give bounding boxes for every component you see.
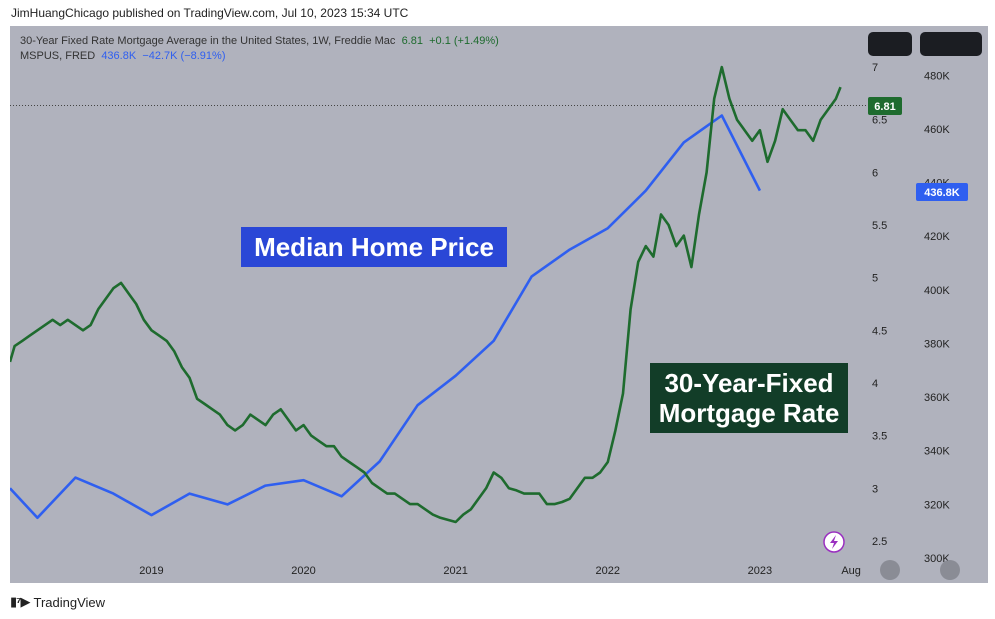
rate-axis-tick: 3.5 <box>872 431 887 443</box>
lightning-icon[interactable] <box>823 531 845 553</box>
legend-price-title: MSPUS, FRED <box>20 50 96 62</box>
scroll-buttons[interactable] <box>880 560 960 580</box>
legend-price-change: −42.7K (−8.91%) <box>142 50 226 62</box>
tradingview-logo-icon: ▮⁷▶ <box>10 594 30 609</box>
rate-axis-tick: 4.5 <box>872 325 887 337</box>
mortgage-rate-annotation: 30-Year-Fixed Mortgage Rate <box>650 363 848 433</box>
median-home-price-line <box>10 114 762 520</box>
mortgage-rate-label-line1: 30-Year-Fixed <box>664 368 833 398</box>
mortgage-rate-label-line2: Mortgage Rate <box>659 398 840 428</box>
footer-brand-label: TradingView <box>33 594 106 610</box>
chart-canvas[interactable]: 76.565.554.543.532.5 480K460K440K420K400… <box>10 26 988 583</box>
time-axis-tick: 2020 <box>291 565 315 577</box>
price-last-value-tag: 436.8K <box>916 183 968 201</box>
scroll-right-button[interactable] <box>940 560 960 580</box>
chart-area[interactable]: 76.565.554.543.532.5 480K460K440K420K400… <box>10 26 988 583</box>
time-axis-tick: 2021 <box>443 565 467 577</box>
mortgage-rate-line <box>10 65 842 524</box>
legend-rate-row: 30-Year Fixed Rate Mortgage Average in t… <box>20 34 499 49</box>
footer-brand[interactable]: ▮⁷▶ TradingView <box>10 594 105 610</box>
scroll-left-button[interactable] <box>880 560 900 580</box>
price-axis-tick: 420K <box>924 231 950 243</box>
rate-axis-tick: 3 <box>872 483 878 495</box>
legend-rate-change: +0.1 (+1.49%) <box>429 35 499 47</box>
rate-axis-tick: 4 <box>872 378 878 390</box>
legend-rate-value: 6.81 <box>401 35 423 47</box>
legend-rate-title: 30-Year Fixed Rate Mortgage Average in t… <box>20 35 396 47</box>
rate-axis-tick: 5.5 <box>872 220 887 232</box>
chart-toolbar-button-1[interactable] <box>868 32 912 56</box>
median-home-price-label: Median Home Price <box>254 232 494 262</box>
chart-toolbar-button-2[interactable] <box>920 32 982 56</box>
rate-axis-tick: 7 <box>872 62 878 74</box>
rate-axis-tick: 2.5 <box>872 536 887 548</box>
price-axis-tick: 300K <box>924 553 950 565</box>
time-axis-tick: Aug <box>841 565 861 577</box>
rate-axis-tick: 6.5 <box>872 115 887 127</box>
price-axis-tick: 360K <box>924 392 950 404</box>
median-home-price-annotation: Median Home Price <box>241 227 507 267</box>
price-last-value: 436.8K <box>924 187 960 199</box>
price-axis-tick: 400K <box>924 285 950 297</box>
price-axis-tick: 460K <box>924 124 950 136</box>
rate-last-value: 6.81 <box>874 101 895 113</box>
rate-axis-tick: 6 <box>872 167 878 179</box>
legend-price-value: 436.8K <box>101 50 137 62</box>
price-axis-tick: 320K <box>924 499 950 511</box>
rate-last-value-tag: 6.81 <box>868 97 902 115</box>
legend-price-row: MSPUS, FRED 436.8K −42.7K (−8.91%) <box>20 49 499 64</box>
price-axis-tick: 380K <box>924 338 950 350</box>
price-axis-tick: 340K <box>924 446 950 458</box>
publisher-info: JimHuangChicago published on TradingView… <box>11 6 409 20</box>
time-axis-tick: 2023 <box>748 565 772 577</box>
chart-legend: 30-Year Fixed Rate Mortgage Average in t… <box>20 34 499 64</box>
rate-axis-tick: 5 <box>872 273 878 285</box>
time-axis-tick: 2019 <box>139 565 163 577</box>
time-axis-tick: 2022 <box>596 565 620 577</box>
price-axis-tick: 480K <box>924 70 950 82</box>
